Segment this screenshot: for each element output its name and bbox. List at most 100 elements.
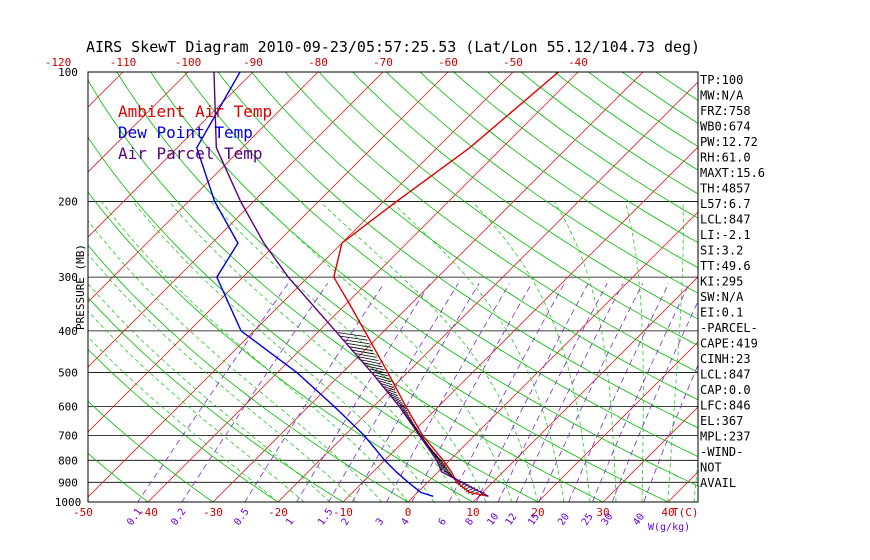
index-label: EL:367 [700, 414, 743, 428]
bottom-temp-tick-label: -20 [268, 506, 288, 519]
dry-adiabat [385, 72, 698, 294]
mixing-ratio-tick-label: 0.2 [169, 507, 188, 528]
mixing-ratio-tick-label: 2 [340, 516, 352, 527]
bottom-temp-tick-label: 40 [661, 506, 674, 519]
index-label: AVAIL [700, 476, 736, 490]
dry-adiabat [88, 296, 344, 502]
cape-hatch-stroke [423, 440, 429, 446]
cape-hatch-stroke [414, 427, 420, 433]
index-label: LCL:847 [700, 368, 751, 382]
isotherm-line [537, 341, 698, 502]
isotherm-line [88, 72, 319, 303]
pressure-tick-label: 400 [58, 325, 78, 338]
cape-hatch-stroke [400, 406, 408, 412]
index-label: MAXT:15.6 [700, 166, 765, 180]
index-label: TH:4857 [700, 182, 751, 196]
chart-title: AIRS SkewT Diagram 2010-09-23/05:57:25.5… [86, 38, 700, 56]
cape-hatch-stroke [337, 332, 367, 337]
cape-hatch-stroke [372, 371, 389, 377]
pressure-tick-label: 300 [58, 271, 78, 284]
dry-adiabat [116, 72, 670, 502]
index-label: -WIND- [700, 445, 743, 459]
cape-hatch-stroke [348, 346, 373, 352]
index-label: MW:N/A [700, 89, 744, 103]
dry-adiabat [0, 52, 28, 511]
moist-adiabat [319, 201, 539, 502]
top-temp-tick-label: -40 [568, 56, 588, 69]
index-label: KI:295 [700, 275, 743, 289]
top-temp-tick-label: -80 [308, 56, 328, 69]
cape-hatch-stroke [405, 413, 411, 419]
mixing-ratio-tick-label: 6 [437, 517, 449, 528]
index-label: LFC:846 [700, 399, 751, 413]
isotherm-line [147, 72, 579, 502]
mixing-ratio-line [611, 300, 698, 502]
cape-hatch-stroke [434, 456, 442, 461]
index-label: RH:61.0 [700, 151, 751, 165]
cape-hatch-stroke [439, 465, 449, 471]
moist-adiabat [553, 201, 617, 502]
cape-hatch-stroke [426, 444, 432, 450]
mixing-ratio-line [568, 283, 670, 502]
cape-hatch-stroke [437, 461, 446, 467]
bottom-temp-tick-label: 0 [405, 506, 412, 519]
mixing-ratio-tick-label: 4 [399, 516, 411, 527]
moist-adiabat [132, 201, 435, 502]
cape-hatch-stroke [438, 463, 448, 469]
moist-adiabat [168, 201, 461, 502]
dry-adiabat [88, 348, 279, 502]
cape-hatch-stroke [360, 359, 381, 365]
pressure-tick-label: 500 [58, 367, 78, 380]
moist-adiabat [210, 201, 487, 502]
dry-adiabat [486, 72, 698, 219]
bottom-temp-tick-label: 30 [596, 506, 609, 519]
index-label: LCL:847 [700, 213, 751, 227]
moist-adiabat [88, 220, 383, 502]
pressure-tick-label: 1000 [55, 496, 82, 509]
cape-hatch-stroke [433, 454, 440, 459]
cape-hatch-stroke [443, 470, 453, 476]
cape-hatch-stroke [382, 385, 396, 391]
top-temp-tick-label: -60 [438, 56, 458, 69]
mixing-ratio-line [592, 283, 690, 502]
mixing-ratio-line [137, 283, 289, 502]
bottom-temp-tick-label: -30 [203, 506, 223, 519]
pressure-tick-label: 800 [58, 454, 78, 467]
top-temp-tick-label: -100 [175, 56, 202, 69]
cape-hatch-stroke [430, 450, 437, 456]
cape-hatch-stroke [369, 368, 387, 374]
isotherm-line [277, 81, 698, 502]
mixing-ratio-tick-label: 40 [631, 512, 647, 528]
legend-entry: Ambient Air Temp [118, 102, 272, 121]
pressure-tick-label: 900 [58, 476, 78, 489]
index-label: FRZ:758 [700, 104, 751, 118]
top-temp-tick-label: -120 [45, 56, 72, 69]
pressure-tick-label: 600 [58, 401, 78, 414]
dry-adiabat [318, 72, 698, 346]
dry-adiabat [453, 72, 698, 244]
mixing-ratio-tick-label: 10 [485, 512, 501, 528]
cape-hatch-stroke [351, 349, 375, 355]
mixing-ratio-line [351, 283, 480, 502]
moist-adiabat [101, 201, 409, 502]
cape-hatch-stroke [340, 335, 368, 341]
mixing-ratio-tick-label: 20 [556, 512, 572, 528]
index-label: SW:N/A [700, 290, 744, 304]
isotherm-line [789, 52, 870, 511]
mixing-ratio-line [497, 283, 608, 502]
cape-hatch-stroke [424, 442, 430, 448]
top-temp-tick-label: -50 [503, 56, 523, 69]
isotherm-line [88, 72, 189, 173]
cape-hatch-stroke [363, 362, 383, 368]
moist-adiabat [667, 201, 684, 502]
index-label: CAPE:419 [700, 337, 758, 351]
index-label: EI:0.1 [700, 306, 743, 320]
isotherm-line [667, 471, 698, 502]
cape-hatch-stroke [357, 356, 379, 361]
moist-adiabat [260, 201, 513, 502]
isotherm-line [0, 52, 13, 511]
cape-hatch-stroke [385, 388, 397, 394]
cape-hatch-stroke [429, 448, 435, 454]
